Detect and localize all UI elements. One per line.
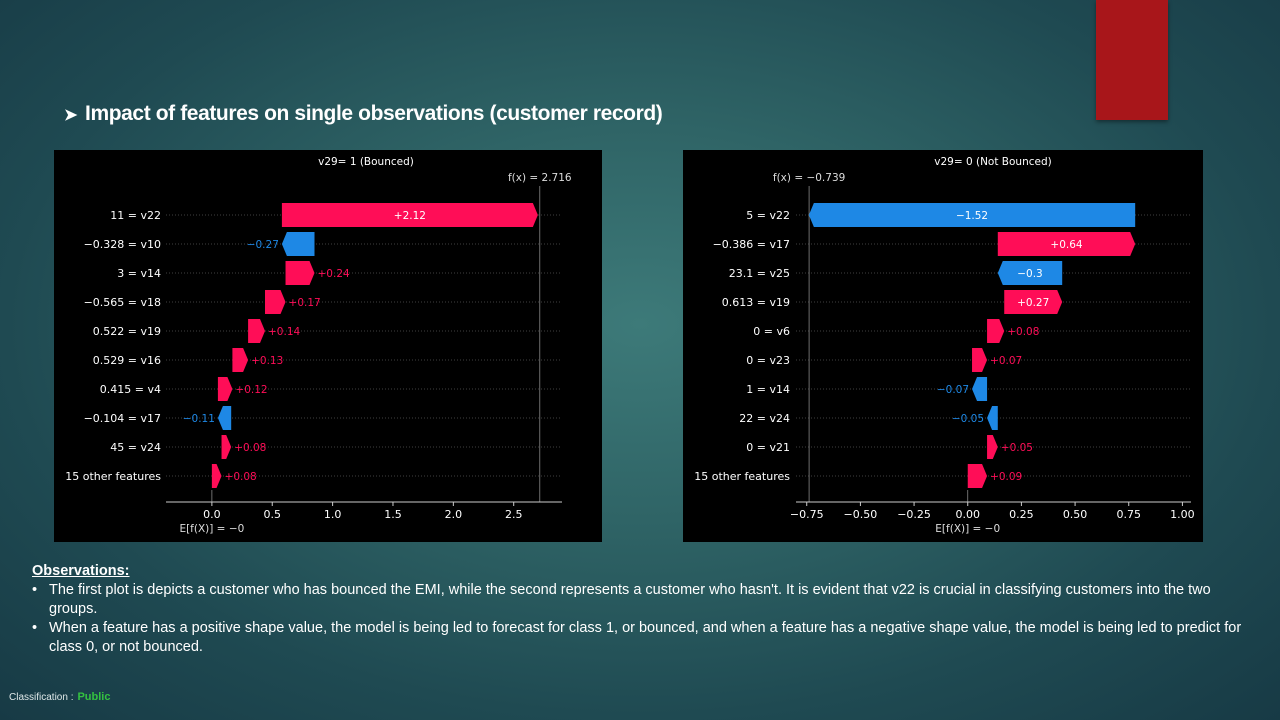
x-tick-label: 1.00 [1170, 508, 1195, 521]
feature-label: −0.104 = v17 [84, 412, 161, 425]
waterfall-chart-bounced: v29= 1 (Bounced) f(x) = 2.716 11 = v22 +2.1… [65, 156, 572, 535]
classification-label: Classification : [9, 692, 74, 703]
shap-value-label: −0.3 [1017, 268, 1043, 280]
waterfall-plot-not-bounced: v29= 0 (Not Bounced) f(x) = −0.739 5 = v22… [683, 150, 1203, 542]
positive-bar [232, 348, 249, 372]
feature-label: −0.565 = v18 [84, 296, 161, 309]
feature-label: 0.522 = v19 [93, 325, 161, 338]
shap-value-label: +0.14 [268, 326, 300, 338]
positive-bar [987, 435, 998, 459]
x-tick-label: 0.25 [1009, 508, 1034, 521]
shap-value-label: −0.27 [247, 239, 279, 251]
shap-value-label: +0.13 [251, 355, 283, 367]
positive-bar [281, 203, 538, 227]
feature-label: 0.529 = v16 [93, 354, 161, 367]
positive-bar [1004, 290, 1063, 314]
base-value-label: E[f(X)] = −0 [935, 523, 1000, 535]
feature-label: 0 = v23 [746, 354, 790, 367]
shap-value-label: +0.64 [1050, 239, 1082, 251]
shap-value-label: +0.08 [234, 442, 266, 454]
shap-value-label: +0.12 [235, 384, 267, 396]
classification-footer: Classification : Public [9, 691, 110, 703]
positive-bar [248, 319, 265, 343]
negative-bar [972, 377, 988, 401]
feature-label: −0.328 = v10 [84, 238, 161, 251]
base-value-label: E[f(X)] = −0 [179, 523, 244, 535]
x-tick-label: −0.25 [897, 508, 931, 521]
x-tick-label: −0.75 [790, 508, 824, 521]
accent-tab [1096, 0, 1168, 120]
positive-bar [987, 319, 1005, 343]
feature-label: 0 = v21 [746, 441, 790, 454]
shap-value-label: −0.05 [952, 413, 984, 425]
shap-value-label: +0.09 [990, 471, 1022, 483]
observations-heading: Observations: [32, 563, 130, 579]
chart-title: v29= 0 (Not Bounced) [934, 156, 1052, 168]
shap-value-label: +0.17 [289, 297, 321, 309]
positive-bar [265, 290, 286, 314]
shap-value-label: +2.12 [394, 210, 426, 222]
feature-label: 45 = v24 [110, 441, 161, 454]
fx-label: f(x) = −0.739 [773, 172, 845, 184]
feature-label: 11 = v22 [110, 209, 161, 222]
positive-bar [217, 377, 233, 401]
shap-value-label: +0.08 [225, 471, 257, 483]
feature-label: 1 = v14 [746, 383, 790, 396]
positive-bar [967, 464, 988, 488]
positive-bar [997, 232, 1136, 256]
observation-item: When a feature has a positive shape valu… [32, 619, 1242, 657]
x-tick-label: 1.5 [384, 508, 402, 521]
negative-bar [997, 261, 1063, 285]
feature-label: 3 = v14 [117, 267, 161, 280]
feature-label: 0 = v6 [753, 325, 790, 338]
positive-bar [211, 464, 222, 488]
shap-value-label: +0.08 [1007, 326, 1039, 338]
shap-value-label: +0.05 [1001, 442, 1033, 454]
shap-value-label: −0.07 [937, 384, 969, 396]
x-tick-label: 0.0 [203, 508, 221, 521]
x-tick-label: 0.5 [263, 508, 281, 521]
positive-bar [972, 348, 988, 372]
x-tick-label: −0.50 [844, 508, 878, 521]
feature-label: 0.613 = v19 [722, 296, 790, 309]
observation-item: The first plot is depicts a customer who… [32, 581, 1242, 619]
feature-label: 15 other features [694, 470, 790, 483]
negative-bar [808, 203, 1136, 227]
positive-bar [221, 435, 232, 459]
feature-label: 0.415 = v4 [100, 383, 161, 396]
shap-value-label: −0.11 [183, 413, 215, 425]
slide-title-text: Impact of features on single observation… [85, 102, 663, 125]
x-tick-label: 0.75 [1116, 508, 1141, 521]
feature-label: −0.386 = v17 [713, 238, 790, 251]
shap-value-label: +0.07 [990, 355, 1022, 367]
feature-label: 22 = v24 [739, 412, 790, 425]
positive-bar [285, 261, 315, 285]
negative-bar [281, 232, 315, 256]
x-tick-label: 0.50 [1063, 508, 1088, 521]
x-tick-label: 2.0 [445, 508, 463, 521]
negative-bar [987, 406, 998, 430]
observations-list: The first plot is depicts a customer who… [32, 581, 1242, 657]
shap-value-label: +0.27 [1017, 297, 1049, 309]
x-tick-label: 2.5 [505, 508, 522, 521]
x-tick-label: 0.00 [955, 508, 980, 521]
x-tick-label: 1.0 [324, 508, 342, 521]
waterfall-chart-not-bounced: v29= 0 (Not Bounced) f(x) = −0.739 5 = v22… [694, 156, 1195, 535]
fx-label: f(x) = 2.716 [508, 172, 572, 184]
observations-section: Observations: The first plot is depicts … [32, 562, 1242, 657]
feature-label: 15 other features [65, 470, 161, 483]
negative-bar [217, 406, 232, 430]
shap-value-label: +0.24 [318, 268, 350, 280]
shap-value-label: −1.52 [956, 210, 988, 222]
classification-value: Public [77, 691, 111, 703]
waterfall-plot-bounced: v29= 1 (Bounced) f(x) = 2.716 11 = v22 +2.1… [54, 150, 602, 542]
arrow-bullet-icon: ➤ [64, 107, 78, 124]
slide-title: ➤ Impact of features on single observatio… [64, 102, 663, 126]
feature-label: 5 = v22 [746, 209, 790, 222]
chart-title: v29= 1 (Bounced) [318, 156, 414, 168]
feature-label: 23.1 = v25 [729, 267, 790, 280]
